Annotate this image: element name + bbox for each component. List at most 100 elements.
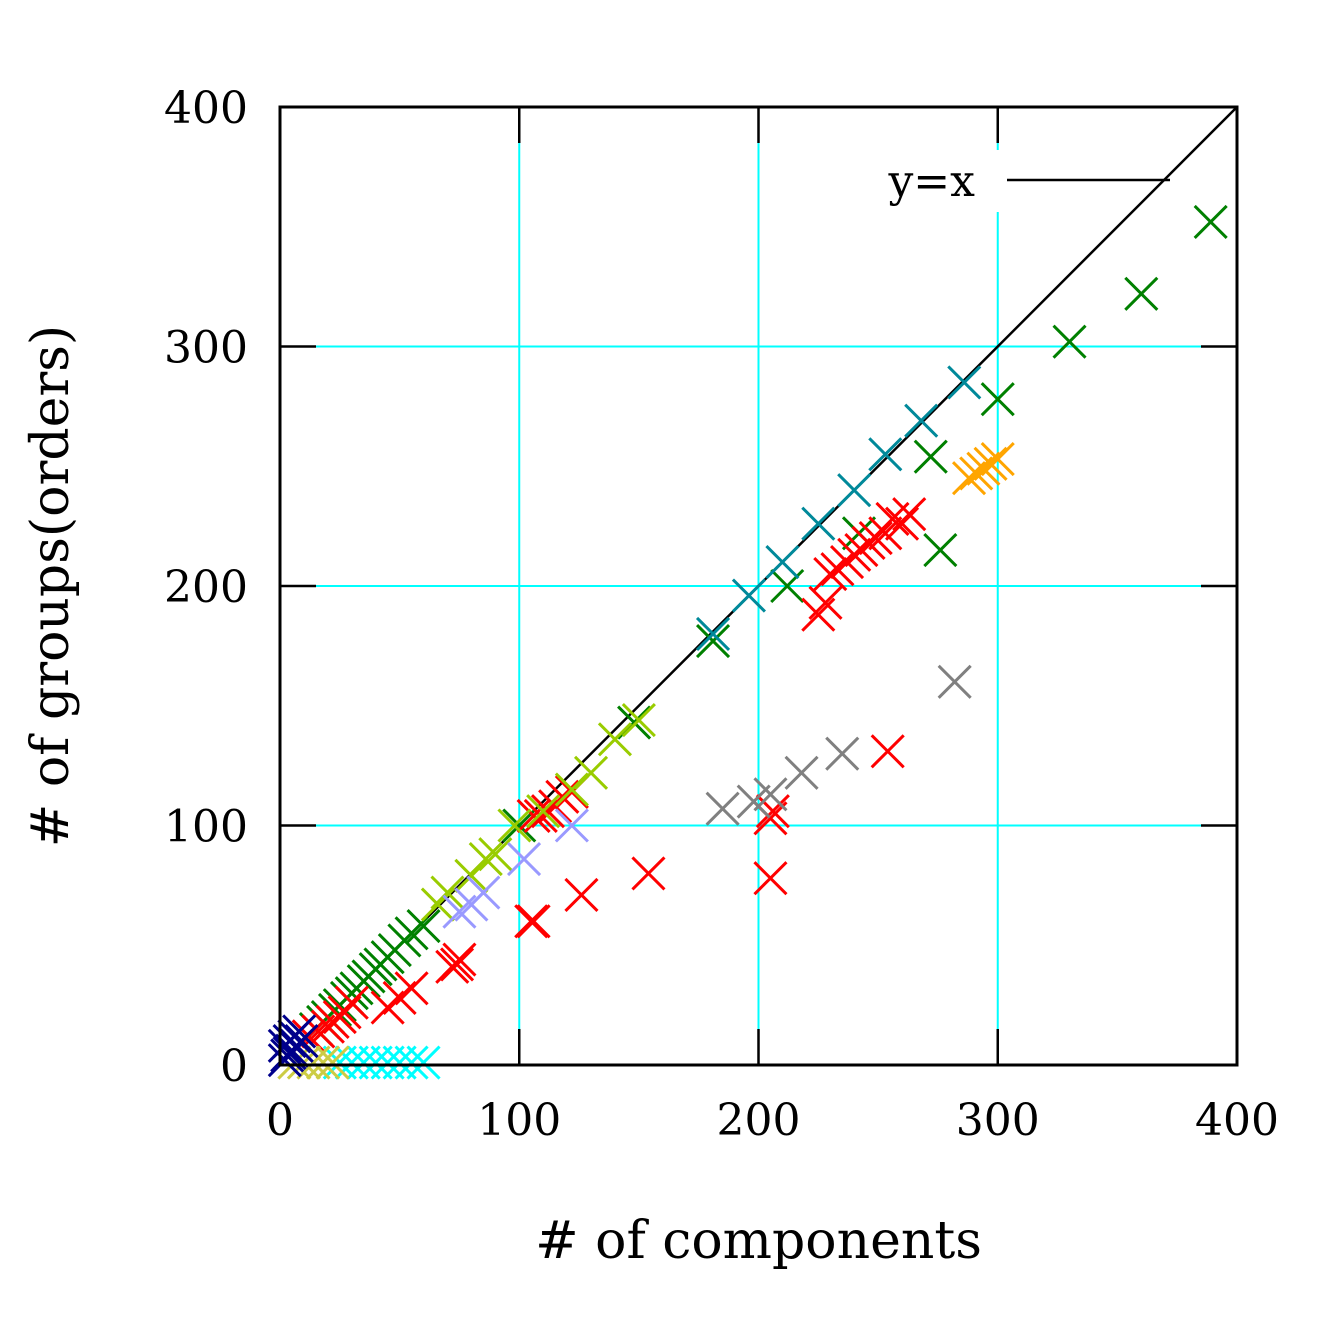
data-point bbox=[322, 1045, 357, 1080]
data-point bbox=[370, 990, 405, 1025]
y-tick-label: 100 bbox=[164, 802, 248, 853]
plot-frame bbox=[278, 105, 1239, 1067]
data-point bbox=[837, 473, 872, 508]
data-point bbox=[951, 461, 987, 496]
data-point bbox=[502, 808, 537, 843]
data-point bbox=[420, 887, 455, 922]
data-point bbox=[731, 578, 766, 613]
data-point bbox=[959, 456, 994, 491]
x-axis-title: # of components bbox=[535, 1211, 982, 1271]
legend-background bbox=[870, 150, 1005, 212]
series-7 bbox=[322, 1045, 441, 1080]
data-point bbox=[868, 516, 903, 551]
data-point bbox=[813, 556, 848, 592]
data-point bbox=[597, 722, 633, 757]
data-point bbox=[573, 755, 609, 790]
data-point bbox=[514, 904, 549, 939]
data-point bbox=[695, 624, 731, 659]
data-point bbox=[858, 521, 893, 556]
data-point bbox=[765, 544, 800, 580]
y-tick-label: 0 bbox=[220, 1041, 248, 1092]
data-point bbox=[394, 1045, 429, 1080]
legend: y=x bbox=[870, 150, 1170, 212]
data-point bbox=[753, 777, 788, 812]
data-point bbox=[937, 664, 972, 699]
y-axis-title: # of groups(orders) bbox=[21, 325, 81, 847]
series-1 bbox=[695, 365, 982, 651]
tick-labels: 0 100 200 300 400 0 100 200 300 400 bbox=[164, 83, 1279, 1146]
series-4 bbox=[951, 442, 1015, 496]
data-point bbox=[1193, 204, 1228, 240]
x-tick-label: 200 bbox=[717, 1095, 801, 1146]
x-tick-label: 300 bbox=[956, 1095, 1040, 1146]
data-points bbox=[267, 204, 1228, 1080]
data-point bbox=[884, 506, 920, 541]
data-point bbox=[523, 798, 558, 833]
data-point bbox=[784, 755, 819, 790]
data-point bbox=[334, 1045, 369, 1080]
data-point bbox=[1052, 324, 1087, 359]
series-5 bbox=[420, 703, 656, 922]
data-point bbox=[406, 1045, 441, 1080]
data-point bbox=[564, 877, 599, 913]
data-point bbox=[554, 772, 589, 807]
y-tick-label: 300 bbox=[164, 323, 248, 374]
series-3 bbox=[705, 664, 972, 826]
data-point bbox=[755, 794, 790, 829]
data-point bbox=[530, 794, 566, 829]
data-point bbox=[435, 949, 470, 984]
data-point bbox=[923, 533, 958, 568]
series-0 bbox=[298, 204, 1228, 1047]
data-point bbox=[913, 439, 948, 474]
data-point bbox=[753, 861, 788, 896]
data-point bbox=[516, 904, 551, 939]
data-point bbox=[497, 808, 532, 843]
data-point bbox=[506, 841, 542, 877]
data-point bbox=[516, 798, 551, 833]
data-point bbox=[267, 1043, 302, 1078]
data-point bbox=[695, 616, 731, 651]
data-point bbox=[621, 703, 656, 738]
series-6 bbox=[442, 808, 589, 929]
series-9 bbox=[267, 1014, 319, 1078]
data-point bbox=[478, 837, 513, 872]
data-point bbox=[801, 597, 836, 632]
data-point bbox=[736, 784, 771, 819]
data-point bbox=[801, 506, 836, 541]
data-point bbox=[820, 552, 855, 587]
data-point bbox=[301, 1014, 336, 1049]
y-tick-label: 400 bbox=[164, 83, 248, 134]
data-point bbox=[454, 887, 489, 922]
data-point bbox=[439, 947, 475, 982]
data-point bbox=[980, 382, 1015, 417]
data-point bbox=[870, 734, 905, 769]
data-point bbox=[770, 568, 805, 604]
data-point bbox=[315, 1045, 350, 1080]
data-point bbox=[358, 1045, 393, 1080]
data-point bbox=[980, 442, 1015, 477]
data-point bbox=[631, 856, 666, 891]
data-point bbox=[554, 808, 589, 843]
data-point bbox=[705, 791, 740, 826]
data-point bbox=[966, 451, 1001, 486]
data-point bbox=[282, 1014, 317, 1049]
data-point bbox=[310, 1009, 345, 1044]
x-tick-label: 100 bbox=[477, 1095, 561, 1146]
data-point bbox=[406, 909, 441, 944]
data-point bbox=[904, 403, 939, 438]
data-point bbox=[844, 533, 879, 568]
data-point bbox=[442, 894, 477, 929]
data-point bbox=[947, 365, 982, 400]
x-tick-label: 0 bbox=[266, 1095, 294, 1146]
data-point bbox=[1124, 276, 1159, 311]
data-point bbox=[825, 736, 860, 771]
data-point bbox=[617, 705, 652, 740]
data-point bbox=[382, 1045, 417, 1080]
data-point bbox=[868, 437, 903, 472]
data-point bbox=[829, 544, 865, 580]
data-point bbox=[284, 1023, 319, 1059]
x-tick-label: 400 bbox=[1195, 1095, 1279, 1146]
y-tick-label: 200 bbox=[164, 562, 248, 613]
